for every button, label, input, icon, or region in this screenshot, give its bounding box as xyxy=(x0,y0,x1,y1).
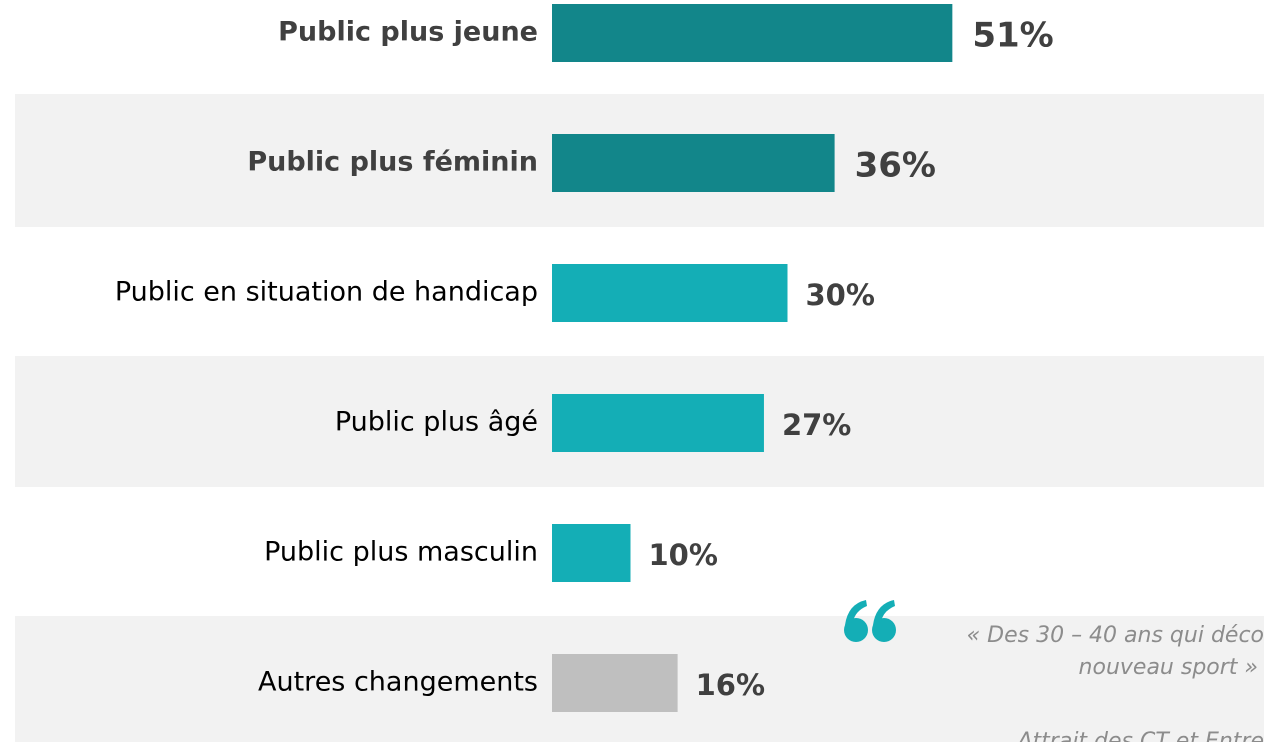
bar xyxy=(552,134,835,192)
bar xyxy=(552,394,764,452)
category-label: Public plus masculin xyxy=(264,537,538,568)
quote-icon xyxy=(844,600,896,642)
quote-text: « Des 30 – 40 ans qui déco xyxy=(967,623,1264,648)
category-label: Public plus âgé xyxy=(335,407,538,438)
value-label: 36% xyxy=(855,146,936,186)
category-label: Public en situation de handicap xyxy=(115,277,538,308)
value-label: 16% xyxy=(696,668,765,702)
category-label: Public plus féminin xyxy=(247,147,538,178)
category-label: Public plus jeune xyxy=(278,17,538,48)
value-label: 30% xyxy=(806,278,875,312)
bar xyxy=(552,264,788,322)
value-label: 27% xyxy=(782,408,851,442)
value-label: 10% xyxy=(649,538,718,572)
quote-text: nouveau sport » xyxy=(1079,655,1258,680)
bar xyxy=(552,4,953,62)
quote-source: Attrait des CT et Entre xyxy=(1015,729,1264,742)
value-label: 51% xyxy=(972,16,1053,56)
category-label: Autres changements xyxy=(258,667,538,698)
bar xyxy=(552,654,678,712)
bar xyxy=(552,524,631,582)
